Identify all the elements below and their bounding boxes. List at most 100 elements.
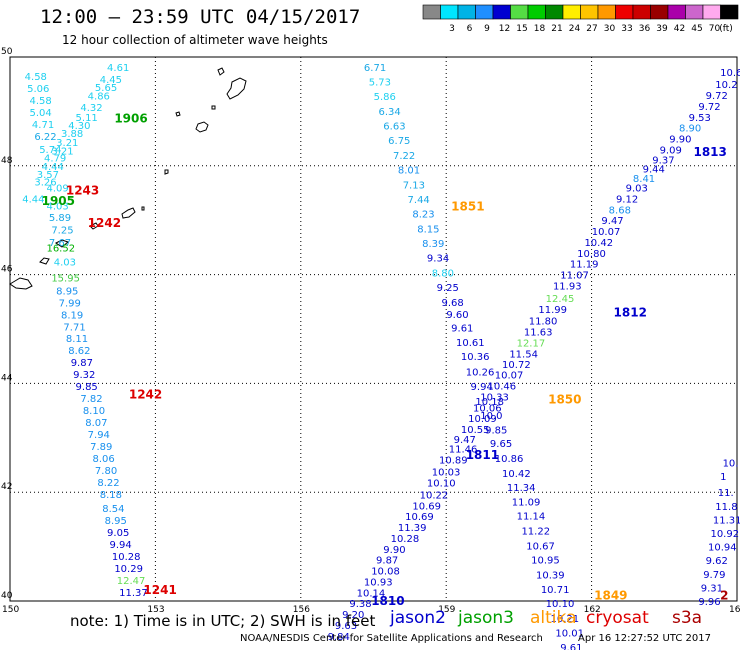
wave-height-label: 11.14 <box>517 512 546 523</box>
wave-height-label: 9.94 <box>109 540 131 551</box>
time-label: 1850 <box>548 393 581 407</box>
wave-height-label: 8.54 <box>102 504 124 515</box>
wave-height-label: 7.44 <box>408 195 430 206</box>
footer-created: Apr 16 12:27:52 UTC 2017 <box>578 633 711 644</box>
y-tick-label: 46 <box>1 265 13 275</box>
wave-height-label: 10.28 <box>391 534 420 545</box>
wave-height-label: 9.87 <box>376 556 398 567</box>
time-labels: 1243 1242 1242 1241 1906 1905 1851 1850 1849 1813… <box>42 111 729 608</box>
wave-height-label: 3.57 <box>37 170 59 181</box>
wave-height-label: 3.26 <box>34 178 56 189</box>
wave-height-label: 8.19 <box>61 310 83 321</box>
wave-height-label: 4.30 <box>68 121 90 132</box>
coastline-island <box>141 206 145 211</box>
coastline-island <box>9 277 33 290</box>
x-tick-label: 153 <box>147 605 164 615</box>
wave-height-label: 4.03 <box>54 258 76 269</box>
wave-height-label: 11.09 <box>512 497 541 508</box>
wave-height-label: 10.63 <box>720 68 740 79</box>
color-scale-label: 70 <box>709 24 721 34</box>
wave-height-label: 11.99 <box>538 305 567 316</box>
wave-height-label: 8.18 <box>100 490 122 501</box>
wave-height-label: 9.62 <box>706 556 728 567</box>
wave-height-label: 9.63 <box>335 621 357 632</box>
coastline-island <box>226 77 247 100</box>
x-tick-label: 165 <box>729 605 740 615</box>
color-swatch <box>615 4 634 20</box>
wave-height-label: 9.12 <box>616 194 638 205</box>
wave-height-label: 10.07 <box>592 227 621 238</box>
coastline-island <box>39 257 50 265</box>
wave-height-label: 10.36 <box>461 352 490 363</box>
wave-height-label: 9.32 <box>73 370 95 381</box>
wave-height-label: 8.06 <box>93 454 115 465</box>
wave-height-label: 5.65 <box>95 83 117 94</box>
wave-height-label: 7.80 <box>95 466 117 477</box>
wave-height-label: 4.32 <box>80 103 102 114</box>
wave-height-label: 11.39 <box>398 523 427 534</box>
color-scale-label: 15 <box>516 24 527 34</box>
wave-height-label: 10.29 <box>114 564 143 575</box>
coastline <box>9 67 247 290</box>
wave-height-label: 9.53 <box>689 113 711 124</box>
wave-height-label: 9.90 <box>383 545 405 556</box>
wave-height-label: 9.84 <box>328 632 350 643</box>
wave-height-label: 6.63 <box>383 122 405 133</box>
wave-height-label: 9.34 <box>427 254 449 265</box>
wave-height-label: 7.94 <box>88 430 110 441</box>
color-scale-label: 21 <box>551 24 562 34</box>
wave-height-label: 4.58 <box>25 72 47 83</box>
satellite-legend-jason2: jason2 <box>390 608 446 628</box>
wave-height-label: 1 <box>720 472 726 483</box>
wave-height-label: 10.2 <box>715 80 737 91</box>
wave-height-label: 8.11 <box>66 334 88 345</box>
wave-height-label: 8.95 <box>105 516 127 527</box>
wave-height-label: 6.75 <box>388 136 410 147</box>
wave-height-label: 10.28 <box>112 552 141 563</box>
wave-height-label: 4.03 <box>46 202 68 213</box>
time-label: 1242 <box>129 387 162 401</box>
wave-height-label: 3.88 <box>61 129 83 140</box>
wave-height-label: 9.61 <box>451 323 473 334</box>
time-label: 1811 <box>466 448 499 462</box>
wave-height-label: 10.22 <box>420 490 449 501</box>
wave-height-label: 7.99 <box>59 298 81 309</box>
color-scale-label: 27 <box>586 24 597 34</box>
color-scale-label: 45 <box>691 24 702 34</box>
color-scale-label: 39 <box>656 24 668 34</box>
wave-height-label: 11.93 <box>553 281 582 292</box>
color-swatch <box>702 4 721 20</box>
wave-height-label: 5.74 <box>39 145 61 156</box>
wave-height-label: 10.67 <box>526 542 555 553</box>
wave-height-label: 11. <box>718 488 734 499</box>
wave-height-label: 7.25 <box>51 225 73 236</box>
y-tick-label: 42 <box>1 482 12 492</box>
wave-height-label: 8.39 <box>422 239 444 250</box>
wave-height-label: 9.87 <box>71 358 93 369</box>
wave-height-label: 9.94 <box>471 382 493 393</box>
wave-height-label: 5.04 <box>30 108 52 119</box>
color-scale-label: 12 <box>499 24 510 34</box>
wave-height-label: 10.55 <box>461 425 490 436</box>
x-tick-label: 156 <box>293 605 310 615</box>
wave-height-label: 10.46 <box>488 382 517 393</box>
wave-height-label: 12.17 <box>517 339 546 350</box>
time-label: 1849 <box>594 589 627 603</box>
satellite-legend-s3a: s3a <box>672 608 703 628</box>
wave-height-label: 8.07 <box>85 418 107 429</box>
wave-height-label: 9.72 <box>706 91 728 102</box>
coastline-island <box>195 121 209 133</box>
color-scale-label: 9 <box>484 24 490 34</box>
y-tick-label: 40 <box>1 591 13 601</box>
wave-height-label: 10.72 <box>502 360 531 371</box>
wave-height-label: 10.92 <box>710 529 739 540</box>
wave-height-label: 10.08 <box>371 567 400 578</box>
color-swatch <box>720 4 739 20</box>
wave-height-label: 10.03 <box>432 468 461 479</box>
color-swatch <box>685 4 704 20</box>
satellite-legend-altika: altika <box>530 608 577 628</box>
time-label: 1243 <box>66 183 99 197</box>
wave-height-label: 9.25 <box>437 283 459 294</box>
wave-height-label: 4.86 <box>88 92 110 103</box>
